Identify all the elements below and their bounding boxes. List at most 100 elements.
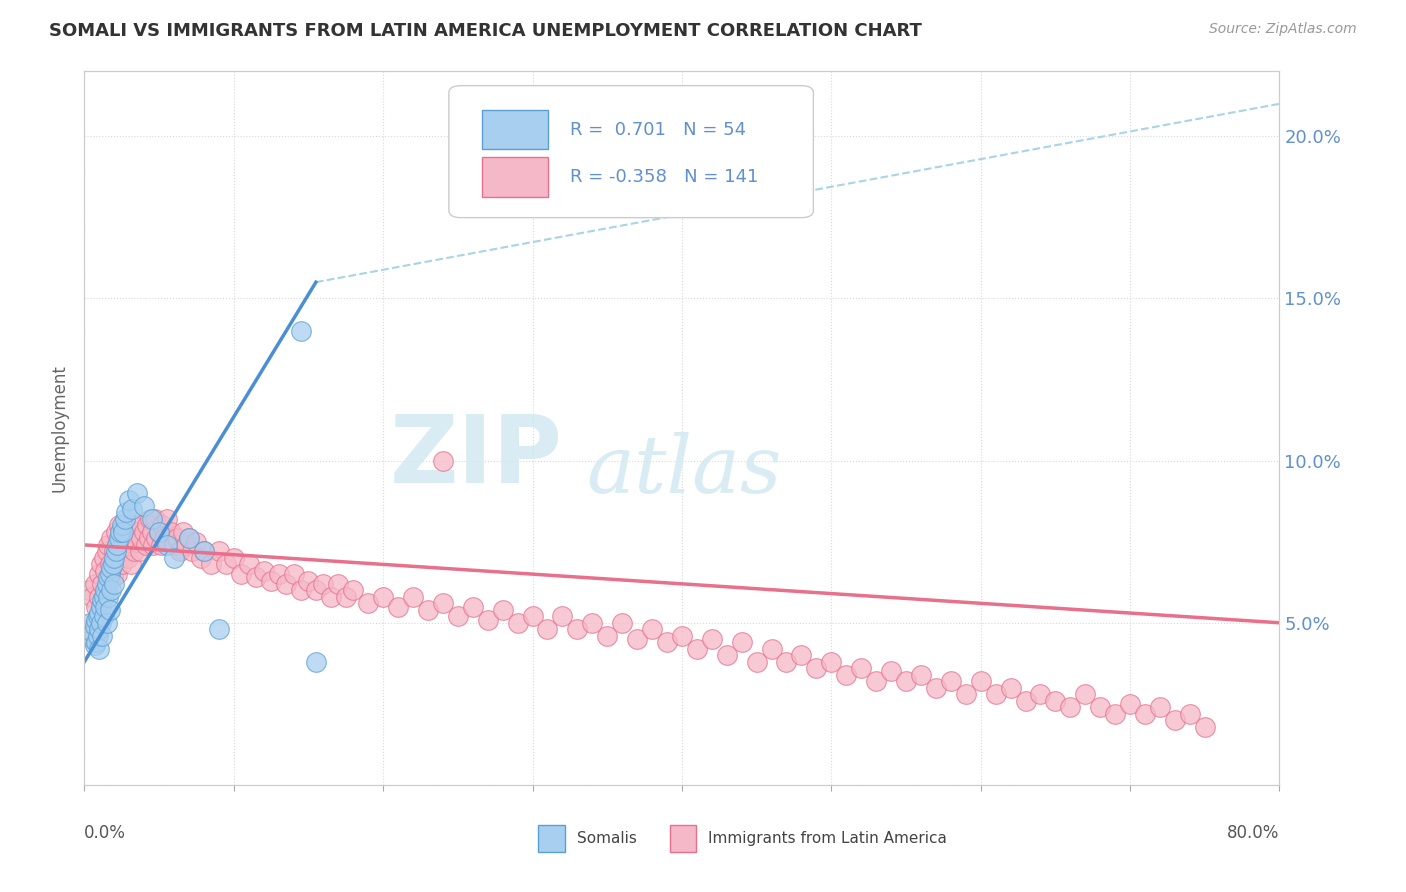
Point	[105, 567, 128, 582]
Point	[118, 534, 141, 549]
Point	[274, 577, 297, 591]
Point	[745, 655, 768, 669]
Point	[342, 583, 364, 598]
Point	[82, 625, 104, 640]
Point	[1149, 700, 1171, 714]
Point	[283, 567, 305, 582]
Point	[148, 524, 170, 539]
Point	[105, 538, 128, 552]
Text: Immigrants from Latin America: Immigrants from Latin America	[709, 831, 948, 846]
Point	[522, 609, 544, 624]
Point	[143, 512, 166, 526]
Point	[208, 622, 231, 636]
Point	[790, 648, 813, 663]
Point	[880, 665, 903, 679]
Point	[335, 590, 357, 604]
Point	[145, 532, 167, 546]
Point	[806, 661, 828, 675]
Point	[166, 532, 188, 546]
Point	[955, 687, 977, 701]
Point	[98, 558, 121, 572]
Point	[83, 639, 105, 653]
Point	[152, 532, 174, 546]
Point	[222, 550, 245, 565]
Point	[138, 532, 160, 546]
Point	[172, 524, 194, 539]
Point	[129, 532, 152, 546]
Point	[551, 609, 574, 624]
Point	[150, 518, 173, 533]
Point	[115, 518, 138, 533]
Point	[1104, 706, 1126, 721]
Point	[100, 560, 122, 574]
Point	[94, 599, 117, 614]
FancyBboxPatch shape	[671, 825, 696, 852]
Point	[89, 567, 111, 582]
Point	[1074, 687, 1097, 701]
Point	[1194, 720, 1216, 734]
Point	[135, 538, 157, 552]
Point	[297, 574, 319, 588]
Point	[114, 544, 136, 558]
Point	[83, 619, 105, 633]
Point	[193, 544, 215, 558]
Point	[174, 538, 197, 552]
Point	[157, 534, 180, 549]
Point	[820, 655, 842, 669]
Point	[319, 590, 342, 604]
Point	[290, 324, 312, 338]
Point	[91, 629, 114, 643]
Point	[101, 558, 124, 572]
Point	[312, 577, 335, 591]
Point	[107, 532, 129, 546]
Point	[111, 558, 134, 572]
Point	[1133, 706, 1156, 721]
Point	[121, 518, 143, 533]
Point	[94, 564, 117, 578]
FancyBboxPatch shape	[538, 825, 565, 852]
Point	[110, 524, 132, 539]
Point	[716, 648, 738, 663]
Point	[103, 577, 125, 591]
FancyBboxPatch shape	[449, 86, 814, 218]
Point	[775, 655, 797, 669]
Text: R = -0.358   N = 141: R = -0.358 N = 141	[569, 168, 758, 186]
Point	[80, 632, 103, 646]
Point	[89, 606, 111, 620]
Point	[245, 570, 267, 584]
Point	[104, 544, 127, 558]
Point	[97, 590, 120, 604]
Point	[89, 590, 111, 604]
Point	[984, 687, 1007, 701]
Point	[79, 615, 101, 630]
Point	[96, 583, 118, 598]
Point	[835, 667, 858, 681]
Point	[447, 609, 470, 624]
Point	[626, 632, 648, 646]
Point	[80, 590, 103, 604]
Point	[120, 558, 142, 572]
FancyBboxPatch shape	[482, 111, 548, 150]
Point	[186, 534, 208, 549]
Point	[1119, 697, 1142, 711]
Point	[101, 570, 124, 584]
Text: SOMALI VS IMMIGRANTS FROM LATIN AMERICA UNEMPLOYMENT CORRELATION CHART: SOMALI VS IMMIGRANTS FROM LATIN AMERICA …	[49, 22, 922, 40]
Point	[536, 622, 558, 636]
Point	[231, 567, 253, 582]
Point	[215, 558, 238, 572]
Point	[477, 613, 499, 627]
Point	[260, 574, 283, 588]
Point	[1164, 713, 1187, 727]
Point	[328, 577, 350, 591]
Point	[641, 622, 664, 636]
Point	[127, 518, 149, 533]
Point	[1014, 693, 1036, 707]
Point	[86, 635, 108, 649]
Point	[190, 550, 212, 565]
Point	[305, 583, 328, 598]
Text: R =  0.701   N = 54: R = 0.701 N = 54	[569, 121, 745, 139]
Point	[238, 558, 260, 572]
Point	[155, 538, 177, 552]
Point	[91, 593, 114, 607]
Point	[581, 615, 603, 630]
